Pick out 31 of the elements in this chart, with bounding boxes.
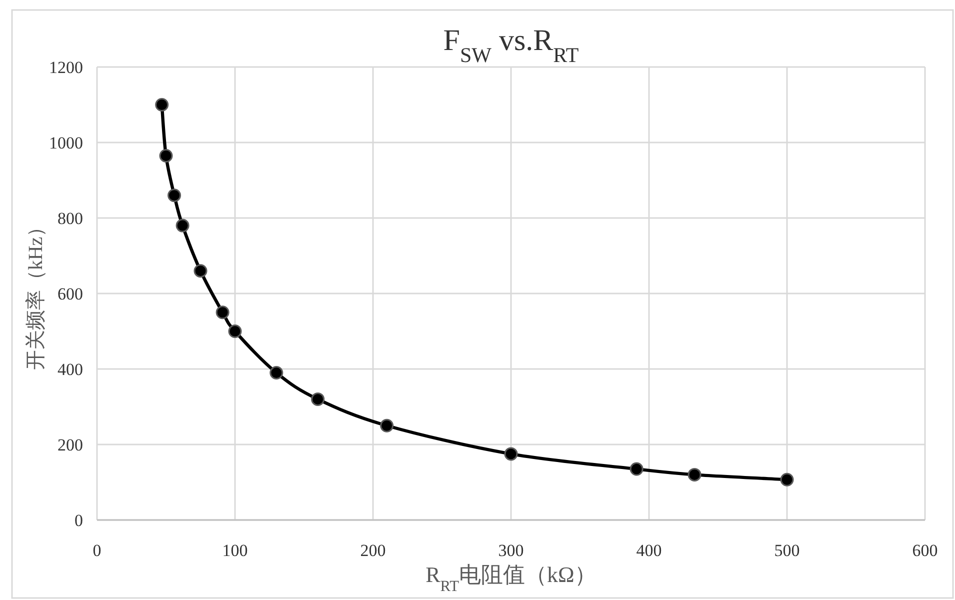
x-tick-label: 100 xyxy=(222,541,248,560)
point xyxy=(155,98,169,112)
x-tick-label: 500 xyxy=(774,541,800,560)
point xyxy=(194,264,208,278)
x-axis-title: R$_{RT}$电阻值（kΩ） xyxy=(426,562,596,594)
x-tick-label: 0 xyxy=(92,541,102,560)
chart-title: F$_{SW}$ vs.R$_{RT}$ xyxy=(443,24,579,67)
y-tick-label: 600 xyxy=(58,284,83,304)
point xyxy=(159,148,173,162)
point xyxy=(504,447,518,461)
y-tick-label: 200 xyxy=(58,436,83,454)
y-tick-label: 400 xyxy=(58,360,83,379)
point xyxy=(216,306,230,320)
x-tick-label: 600 xyxy=(912,541,938,560)
point xyxy=(270,366,284,380)
y-tick-label: 1000 xyxy=(49,134,83,152)
y-tick-label: 1200 xyxy=(49,58,83,77)
point xyxy=(780,472,794,486)
point xyxy=(311,392,325,406)
point xyxy=(228,324,242,338)
point xyxy=(688,468,702,482)
point xyxy=(380,418,394,432)
x-tick-label: 400 xyxy=(636,541,662,560)
point xyxy=(630,462,644,476)
point xyxy=(176,218,190,232)
point xyxy=(168,188,182,202)
x-tick-label: 200 xyxy=(360,541,386,560)
x-tick-label: 300 xyxy=(498,541,524,560)
y-tick-label: 800 xyxy=(58,209,83,228)
y-tick-label: 0 xyxy=(74,511,83,530)
y-axis-title: 开关频率（kHz） xyxy=(25,216,47,370)
